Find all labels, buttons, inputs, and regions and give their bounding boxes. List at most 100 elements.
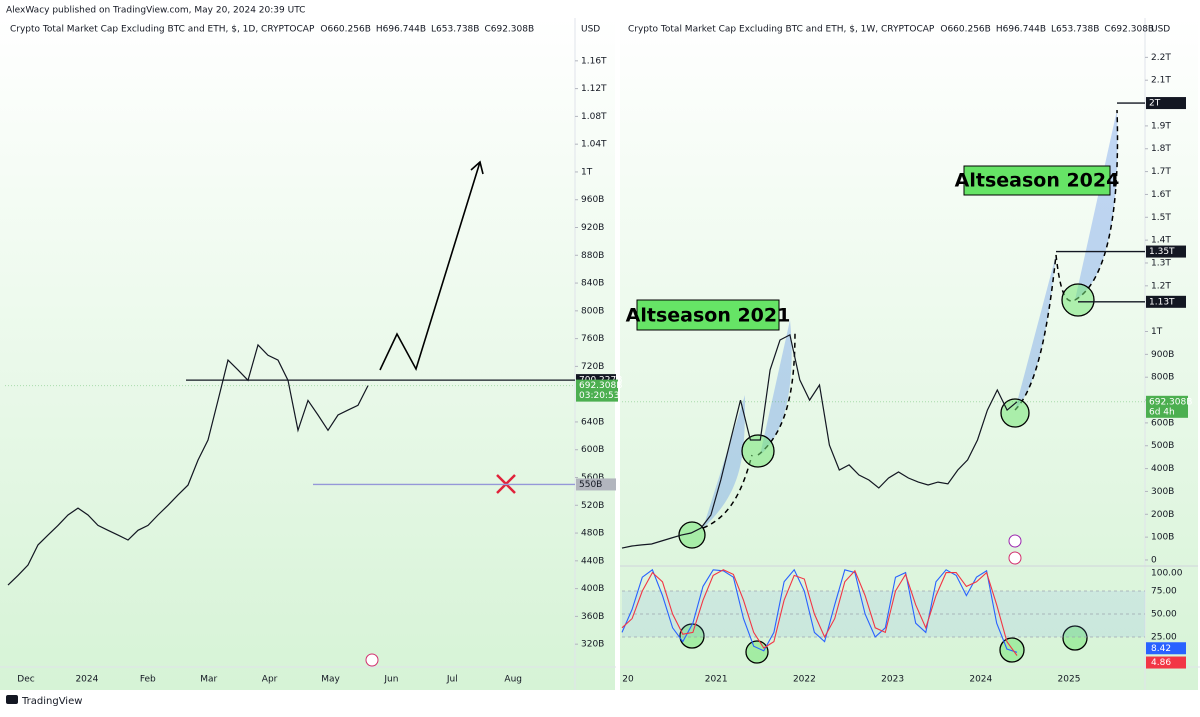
oscillator-value-label: 8.42 [1151,644,1171,654]
x-tick-label: 2022 [793,675,816,685]
oscillator-value-box [1146,656,1186,669]
y-tick-label: 880B [581,251,604,261]
y-tick-label: 1.6T [1151,190,1171,200]
y-tick-label: 300B [1151,487,1174,497]
y-tick-label: 920B [581,223,604,233]
panel-separator [616,18,620,690]
y-tick-label: 320B [581,640,604,650]
last-price-box [1146,395,1188,418]
y-tick-label: 560B [581,473,604,483]
x-tick-label: Dec [17,675,34,685]
y-tick-label: 1.8T [1151,144,1171,154]
y-tick-label: 1.4T [1151,236,1171,246]
logo [6,695,18,704]
annotation-box [963,165,1111,196]
price-line [7,343,369,586]
event-icon [1008,534,1022,548]
y-tick-label: 2.1T [1151,76,1171,86]
y-tick-label: 1.12T [581,84,607,94]
y-tick-label: 400B [581,584,604,594]
level-box [1146,295,1186,308]
y-tick-label: 2.2T [1151,53,1171,63]
ohlc-value: L653.738B [1051,25,1099,35]
y-tick-label: 800B [1151,373,1174,383]
event-icon [365,653,379,667]
right-panel-bg [620,18,1198,690]
y-tick-label: 1T [581,167,593,177]
y-tick-label: 1.3T [1151,258,1171,268]
y-tick-label: 600B [581,445,604,455]
projection-arrow [379,161,481,372]
y-tick-label: 440B [581,556,604,566]
oscillator-tick-label: 50.00 [1151,610,1177,620]
y-tick-label: 1.04T [581,140,607,150]
x-tick-label: Jun [383,675,398,685]
countdown: 6d 4h [1149,407,1175,417]
y-tick-label: 0 [1151,555,1157,565]
ohlc-value: H696.744B [996,25,1046,35]
y-tick-label: 720B [581,362,604,372]
oscillator-tick-label: 25.00 [1151,633,1177,643]
ohlc-value: C692.308B [1104,25,1154,35]
y-tick-label: 1.7T [1151,167,1171,177]
x-tick-label: May [321,675,340,685]
x-tick-label: Apr [262,675,278,685]
chart-title: Crypto Total Market Cap Excluding BTC an… [10,25,315,35]
countdown: 03:20:53 [579,391,619,401]
ohlc-value: L653.738B [431,25,479,35]
y-tick-label: 600B [1151,418,1174,428]
event-icon [1008,551,1022,565]
y-tick-label: 1.2T [1151,281,1171,291]
last-price-box [576,379,618,402]
y-tick-label: 400B [1151,464,1174,474]
annotation: Altseason 2021 [626,305,791,327]
x-tick-label: 2021 [705,675,728,685]
level-label: 1.35T [1149,247,1175,257]
x-tick-label: 20 [622,675,634,685]
chart-title: Crypto Total Market Cap Excluding BTC an… [628,25,935,35]
level-label: 550B [579,480,602,490]
y-tick-label: 800B [581,306,604,316]
x-tick-label: Mar [200,675,217,685]
arrow-head [470,160,484,175]
ohlc-value: H696.744B [376,25,426,35]
highlight-circles [678,283,1095,664]
oscillator-value-label: 4.86 [1151,658,1171,668]
y-tick-label: 960B [581,195,604,205]
y-tick-label: 1.9T [1151,121,1171,131]
oscillator-tick-label: 100.00 [1151,569,1183,579]
y-tick-label: 480B [581,529,604,539]
y-tick-label: 520B [581,501,604,511]
currency: USD [1151,25,1170,35]
x-tick-label: 2024 [969,675,992,685]
footer: TradingView [21,696,82,707]
y-tick-label: 900B [1151,350,1174,360]
y-tick-label: 640B [581,417,604,427]
y-tick-label: 1.16T [581,56,607,66]
y-tick-label: 200B [1151,510,1174,520]
level-label: 2T [1149,99,1161,109]
left-panel-bg [0,18,615,690]
y-tick-label: 500B [1151,441,1174,451]
ohlc-value: O660.256B [940,25,990,35]
x-tick-label: 2025 [1058,675,1081,685]
annotation: Altseason 2024 [955,170,1120,192]
oscillator-value-box [1146,642,1186,655]
oscillator-line [621,569,1018,656]
x-tick-label: 2023 [881,675,904,685]
level-box [1146,245,1186,258]
y-tick-label: 760B [581,334,604,344]
ohlc-value: C692.308B [484,25,534,35]
y-tick-label: 840B [581,279,604,289]
last-price-label: 692.308B [1149,397,1192,407]
ohlc-value: O660.256B [320,25,370,35]
oscillator-tick-label: 75.00 [1151,587,1177,597]
x-tick-label: Feb [140,675,156,685]
annotation-box [636,299,780,331]
y-tick-label: 100B [1151,533,1174,543]
level-box [1146,97,1186,110]
y-tick-label: 360B [581,612,604,622]
y-tick-label: 1T [1151,327,1163,337]
header: AlexWacy published on TradingView.com, M… [6,6,305,16]
